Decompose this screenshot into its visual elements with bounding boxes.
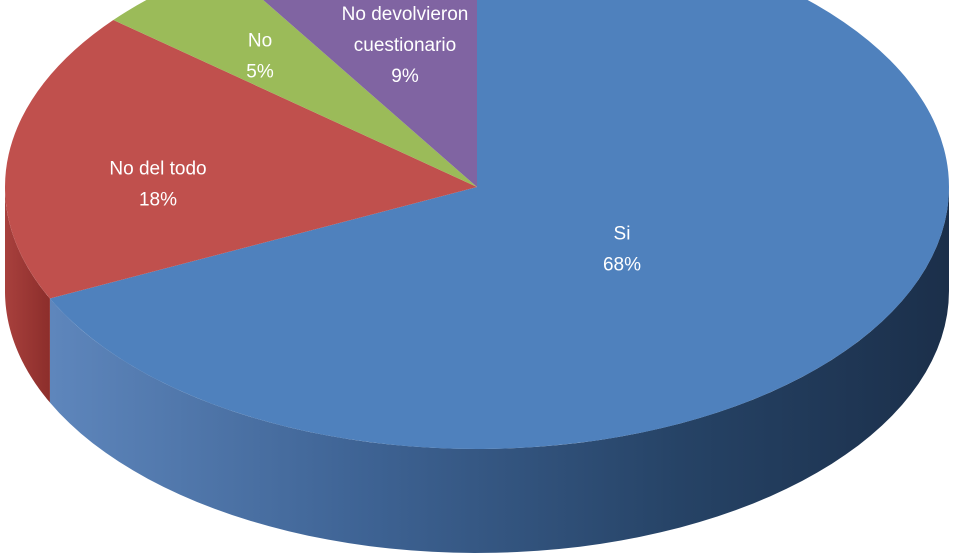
data-label-line: No del todo bbox=[109, 159, 206, 180]
data-label-line: Si bbox=[614, 224, 631, 245]
data-label-no-devolvieron-cuestionario: No devolvieron cuestionario 9% bbox=[342, 4, 469, 87]
pie-slice-no bbox=[113, 0, 477, 187]
pie-labels: Si 68% No del todo 18% No 5% No devolvieron cue… bbox=[109, 4, 641, 276]
pie-slice-no-del-todo bbox=[4, 19, 478, 299]
data-label-line: 68% bbox=[603, 255, 641, 276]
data-label-line: No bbox=[248, 31, 272, 52]
pie-side-si bbox=[49, 187, 950, 553]
pie-slice-no-devolvieron-cuestionario bbox=[263, 0, 477, 187]
data-label-no-del-todo: No del todo 18% bbox=[109, 159, 206, 211]
data-label-line: 18% bbox=[139, 190, 177, 211]
data-label-line: cuestionario bbox=[354, 35, 456, 56]
pie-sides bbox=[5, 187, 950, 553]
data-label-no: No 5% bbox=[246, 31, 274, 83]
data-label-si: Si 68% bbox=[603, 224, 641, 276]
data-label-line: No devolvieron bbox=[342, 4, 469, 25]
pie-slice-si bbox=[49, 0, 949, 449]
pie-side-no-del-todo bbox=[5, 187, 50, 403]
pie-tops bbox=[4, 0, 949, 449]
data-label-line: 9% bbox=[391, 66, 419, 87]
data-label-line: 5% bbox=[246, 62, 274, 83]
